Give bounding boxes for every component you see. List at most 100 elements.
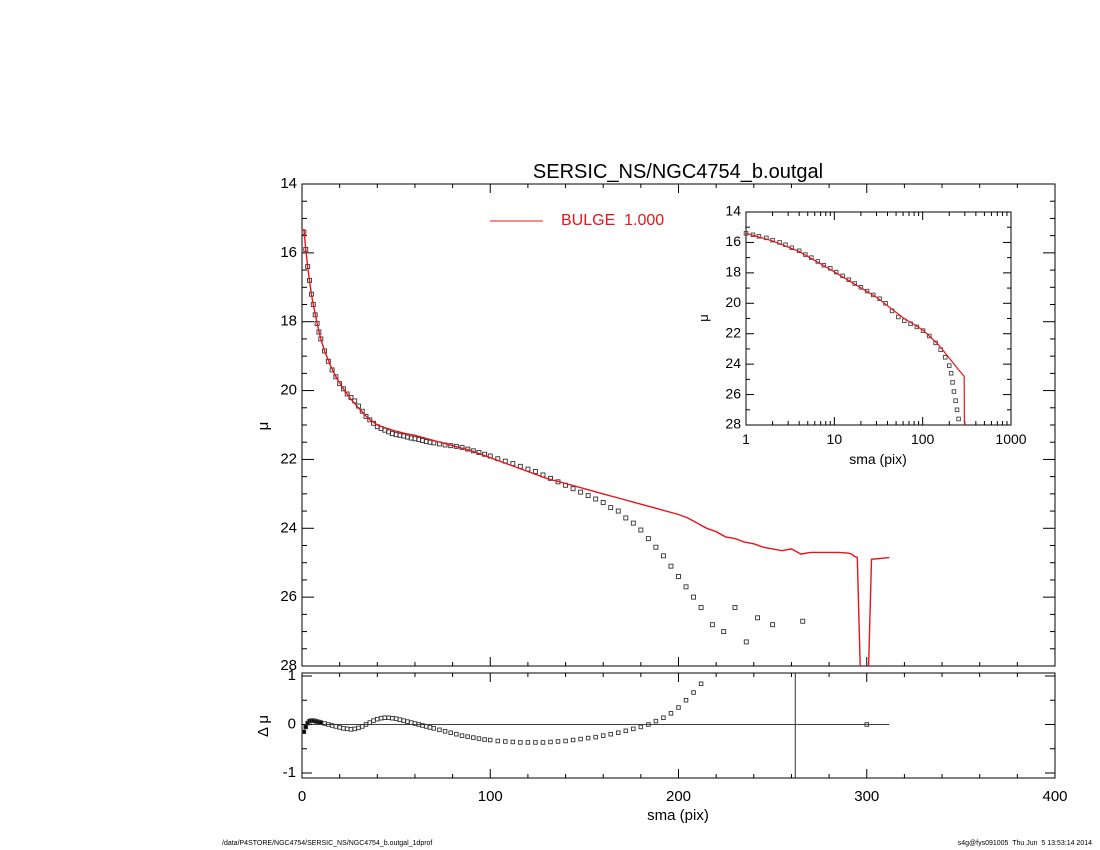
main-data-point — [363, 413, 369, 419]
residual-data-point — [653, 718, 659, 724]
residual-y-tick-label: -1 — [283, 764, 296, 781]
main-y-tick-label: 24 — [280, 519, 297, 536]
residual-data-point — [525, 740, 531, 745]
main-data-point — [340, 386, 346, 392]
residual-data-point — [623, 728, 629, 734]
residual-data-point — [683, 698, 689, 703]
inset-data-point — [920, 328, 926, 333]
main-data-point — [721, 629, 727, 635]
residual-data-point — [397, 717, 403, 722]
inset-y-tick-label: 22 — [725, 324, 741, 340]
bulge-model-line-2 — [867, 556, 890, 667]
main-data-point — [653, 544, 659, 550]
inset-data-point — [896, 314, 901, 320]
residual-data-point — [548, 739, 553, 745]
bulge-model-line-1 — [303, 228, 861, 667]
residual-data-point — [691, 690, 696, 695]
residual-data-point — [503, 739, 508, 744]
main-data-point — [732, 605, 738, 610]
residual-data-point — [510, 739, 516, 745]
residual-data-point — [401, 718, 406, 723]
residual-x-ticks: 0 100 200 300 400 — [298, 673, 1068, 805]
residual-data-point — [471, 735, 476, 740]
inset-x-tick-label: 1 — [742, 431, 750, 447]
residual-data-point — [563, 738, 568, 744]
residual-data-point — [408, 720, 414, 725]
inset-x-axis-label: sma (pix) — [849, 451, 907, 467]
main-y-tick-label: 22 — [280, 450, 297, 467]
inset-y-tick-label: 16 — [725, 233, 741, 249]
residual-data-points — [301, 681, 870, 745]
residual-data-point — [616, 730, 621, 735]
residual-data-point — [454, 731, 459, 737]
main-data-point — [600, 500, 606, 505]
residual-data-point — [864, 722, 870, 727]
inset-y-tick-label: 26 — [725, 385, 741, 401]
main-data-point — [344, 391, 350, 397]
inset-panel: 1 10 100 1000 14 16 18 20 22 24 26 28 sma (pix) μ — [696, 203, 1027, 467]
residual-data-point — [646, 722, 651, 727]
residual-data-point — [390, 715, 395, 721]
main-data-point — [800, 618, 806, 624]
inset-data-point — [951, 389, 957, 394]
residual-data-point — [348, 727, 354, 732]
residual-data-point — [465, 734, 470, 739]
residual-data-point — [431, 726, 437, 731]
main-panel: 14 16 18 20 22 24 26 28 μ BULGE 1.000 — [255, 175, 1056, 674]
residual-data-point — [427, 725, 433, 730]
residual-y-tick-label: 1 — [288, 667, 296, 684]
inset-data-point — [954, 407, 960, 413]
inset-model-lines — [745, 232, 966, 426]
residual-data-point — [405, 719, 410, 724]
residual-data-point — [437, 727, 442, 733]
inset-data-point — [953, 398, 958, 403]
inset-x-tick-label: 100 — [911, 431, 935, 447]
inset-y-tick-label: 18 — [725, 264, 741, 280]
main-data-point — [698, 605, 704, 610]
residual-data-point — [593, 734, 598, 740]
residual-x-tick-label: 100 — [478, 788, 503, 805]
residual-data-point — [318, 720, 324, 725]
main-y-tick-label: 28 — [280, 657, 297, 674]
main-data-point — [532, 469, 538, 474]
main-y-tick-label: 16 — [280, 244, 297, 261]
main-model-lines — [303, 228, 890, 667]
residual-data-point — [333, 724, 339, 729]
main-data-point — [645, 536, 651, 542]
main-y-tick-label: 26 — [280, 588, 297, 605]
residual-x-tick-label: 0 — [298, 788, 306, 805]
residual-x-tick-label: 300 — [854, 788, 879, 805]
main-data-point — [578, 489, 584, 495]
residual-data-point — [518, 740, 523, 745]
residual-data-point — [638, 724, 644, 730]
main-x-ticks — [301, 184, 1056, 666]
residual-x-tick-label: 200 — [666, 788, 691, 805]
residual-data-point — [442, 729, 448, 734]
residual-reference-lines — [302, 673, 890, 778]
residual-data-point — [533, 740, 538, 745]
main-data-point — [770, 622, 776, 628]
residual-data-point — [631, 726, 636, 732]
residual-data-point — [337, 725, 342, 730]
main-data-point — [691, 594, 697, 600]
residual-y-axis-label: Δ μ — [255, 715, 272, 737]
residual-data-point — [676, 705, 681, 710]
inset-y-tick-label: 28 — [725, 416, 741, 432]
main-y-tick-label: 14 — [280, 175, 297, 192]
residual-data-point — [476, 736, 482, 741]
main-data-point — [333, 374, 339, 380]
main-data-points — [301, 229, 806, 645]
residual-data-point — [570, 737, 576, 743]
residual-data-point — [668, 711, 674, 716]
main-data-point — [683, 584, 689, 590]
main-data-point — [709, 622, 715, 628]
residual-data-point — [448, 730, 453, 735]
main-y-tick-label: 18 — [280, 313, 297, 330]
residual-data-point — [341, 726, 346, 731]
inset-y-tick-label: 20 — [725, 294, 741, 310]
residual-data-point — [488, 737, 493, 743]
main-data-point — [570, 486, 576, 492]
main-data-point — [593, 496, 599, 502]
main-data-point — [359, 408, 365, 414]
